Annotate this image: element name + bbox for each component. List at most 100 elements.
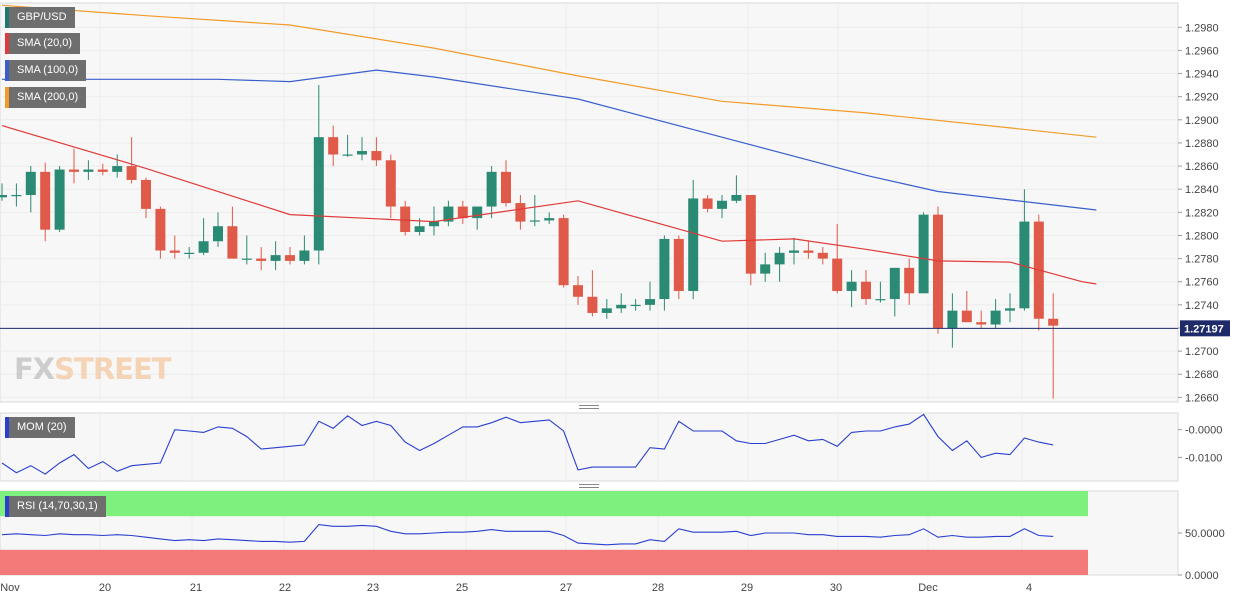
price-tick-label: 1.2760 xyxy=(1185,277,1219,289)
bullish-candle xyxy=(731,194,742,201)
date-axis-label: 22 xyxy=(279,582,291,594)
rsi-line xyxy=(1,524,1054,546)
bullish-candle xyxy=(198,241,209,253)
bullish-candle xyxy=(313,137,324,251)
rsi-oversold-band xyxy=(0,549,1088,575)
price-panel xyxy=(0,2,1179,403)
bearish-candle xyxy=(803,250,814,253)
bullish-candle xyxy=(1005,308,1015,311)
bearish-candle xyxy=(501,171,511,204)
bullish-candle xyxy=(889,267,900,300)
bearish-candle xyxy=(69,169,79,172)
bearish-candle xyxy=(385,160,396,207)
rsi-tick-label: 0.0000 xyxy=(1185,570,1219,582)
bullish-candle xyxy=(472,206,483,219)
bearish-candle xyxy=(227,226,238,259)
bearish-candle xyxy=(673,238,684,291)
bearish-candle xyxy=(97,169,108,172)
bearish-candle xyxy=(256,258,267,261)
price-tick-label: 1.2840 xyxy=(1185,184,1219,196)
bearish-candle xyxy=(126,166,137,180)
bullish-candle xyxy=(659,238,670,300)
date-axis-label: 30 xyxy=(830,582,842,594)
bullish-candle xyxy=(213,226,223,242)
bullish-candle xyxy=(342,154,353,156)
price-tick-label: 1.2820 xyxy=(1185,207,1219,219)
sma200-legend[interactable]: SMA (200,0) xyxy=(5,87,87,108)
bullish-candle xyxy=(688,198,699,291)
bearish-candle xyxy=(169,250,180,253)
bearish-candle xyxy=(141,179,151,209)
bearish-candle xyxy=(515,203,526,222)
date-axis-label: 25 xyxy=(456,582,468,594)
rsi-tick-label: 50.0000 xyxy=(1185,528,1225,540)
bearish-candle xyxy=(817,252,828,259)
bearish-candle xyxy=(155,208,166,251)
date-axis-label: Dec xyxy=(918,582,938,594)
bearish-candle xyxy=(573,285,583,297)
price-tick-label: 1.2940 xyxy=(1185,69,1219,81)
bearish-candle xyxy=(702,198,713,209)
bullish-candle xyxy=(486,171,497,207)
price-tick-label: 1.2900 xyxy=(1185,115,1219,127)
bullish-candle xyxy=(83,169,94,172)
price-tick-label: 1.2980 xyxy=(1185,22,1219,34)
date-axis-label: Nov xyxy=(0,582,20,594)
bullish-candle xyxy=(544,218,555,221)
bearish-candle xyxy=(745,194,756,274)
bullish-candle xyxy=(990,310,1001,325)
bullish-candle xyxy=(299,250,310,261)
bullish-candle xyxy=(270,255,281,261)
price-tick-label: 1.2960 xyxy=(1185,45,1219,57)
date-axis-label: 20 xyxy=(99,582,111,594)
rsi-legend[interactable]: RSI (14,70,30,1) xyxy=(5,496,106,517)
last-price-label: 1.27197 xyxy=(1184,323,1224,335)
bearish-candle xyxy=(558,218,569,286)
date-axis-label: 4 xyxy=(1026,582,1032,594)
bearish-candle xyxy=(457,206,468,219)
price-tick-label: 1.2700 xyxy=(1185,346,1219,358)
bullish-candle xyxy=(443,206,454,222)
bearish-candle xyxy=(961,310,972,323)
price-tick-label: 1.2880 xyxy=(1185,138,1219,150)
bullish-candle xyxy=(846,281,857,291)
bearish-candle xyxy=(1048,318,1059,326)
bullish-candle xyxy=(184,252,195,255)
bullish-candle xyxy=(54,169,65,230)
momentum-panel xyxy=(0,412,1179,482)
price-tick-label: 1.2780 xyxy=(1185,254,1219,266)
bearish-candle xyxy=(861,281,871,300)
fxstreet-watermark: FXSTREET xyxy=(14,352,172,386)
bullish-candle xyxy=(616,304,627,309)
bullish-candle xyxy=(11,194,22,197)
date-axis-label: 23 xyxy=(367,582,379,594)
price-tick-label: 1.2860 xyxy=(1185,161,1219,173)
bullish-candle xyxy=(760,264,771,274)
bearish-candle xyxy=(976,322,987,325)
bullish-candle xyxy=(630,304,641,307)
bullish-candle xyxy=(947,310,958,328)
mom-tick-label: -0.0100 xyxy=(1185,452,1222,464)
price-tick-label: 1.2920 xyxy=(1185,92,1219,104)
price-tick-label: 1.2800 xyxy=(1185,230,1219,242)
bullish-candle xyxy=(529,220,540,222)
bearish-candle xyxy=(400,206,411,232)
symbol-label[interactable]: GBP/USD xyxy=(5,7,75,28)
momentum-legend[interactable]: MOM (20) xyxy=(5,417,75,438)
sma100-legend[interactable]: SMA (100,0) xyxy=(5,60,87,81)
bullish-candle xyxy=(0,194,7,198)
sma20-line xyxy=(1,125,1097,285)
price-tick-label: 1.2740 xyxy=(1185,300,1219,312)
bullish-candle xyxy=(25,171,36,195)
sma20-legend[interactable]: SMA (20,0) xyxy=(5,33,81,54)
bullish-candle xyxy=(414,226,425,232)
momentum-line xyxy=(1,413,1054,475)
date-axis-label: 29 xyxy=(741,582,753,594)
bullish-candle xyxy=(918,214,929,294)
bullish-candle xyxy=(774,252,785,265)
bullish-candle xyxy=(645,299,655,305)
date-axis-label: 27 xyxy=(560,582,572,594)
price-tick-label: 1.2660 xyxy=(1185,392,1219,404)
bearish-candle xyxy=(587,296,598,313)
bearish-candle xyxy=(933,214,943,328)
